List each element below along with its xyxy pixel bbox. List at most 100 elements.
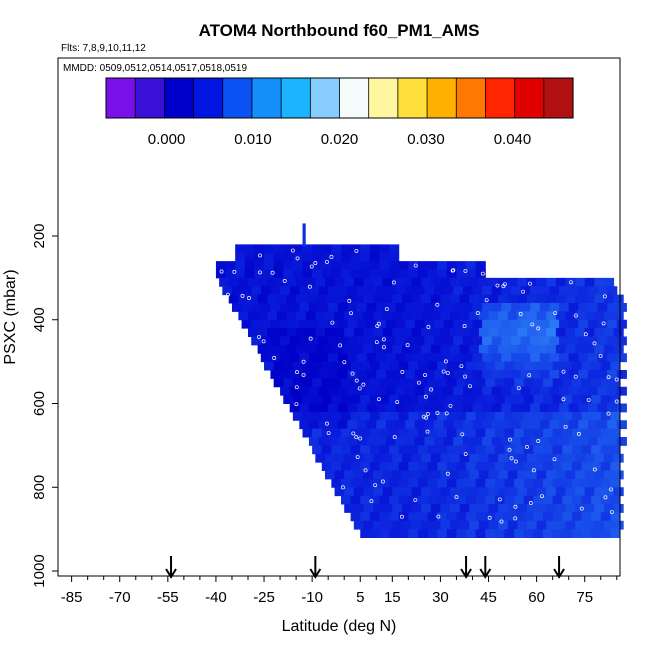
heatmap-cell xyxy=(501,403,512,413)
heatmap-cell xyxy=(414,353,425,363)
heatmap-cell xyxy=(267,344,278,354)
heatmap-cell xyxy=(552,495,563,505)
heatmap-cell xyxy=(360,361,371,371)
heatmap-cell xyxy=(347,303,358,312)
heatmap-cell xyxy=(559,403,570,413)
heatmap-cell xyxy=(411,311,422,321)
heatmap-cell xyxy=(594,294,605,304)
heatmap-cell xyxy=(238,294,249,304)
sample-point xyxy=(561,397,566,402)
heatmap-cell xyxy=(555,328,566,337)
heatmap-cell xyxy=(546,453,557,463)
colorbar-cell xyxy=(106,78,136,118)
heatmap-cell xyxy=(539,286,550,296)
heatmap-cell xyxy=(286,311,297,321)
heatmap-cell xyxy=(280,319,291,329)
heatmap-cell xyxy=(543,462,554,471)
heatmap-cell xyxy=(600,411,611,421)
heatmap-cell xyxy=(318,286,329,296)
heatmap-cell xyxy=(523,512,534,522)
x-tick-label: -25 xyxy=(253,589,275,606)
sample-point xyxy=(290,248,295,253)
heatmap-cell xyxy=(366,336,377,346)
sample-point xyxy=(463,452,468,457)
heatmap-cell xyxy=(597,319,608,329)
heatmap-cell xyxy=(591,495,602,505)
heatmap-cell xyxy=(337,286,348,296)
heatmap-cell xyxy=(382,294,393,304)
heatmap-cell xyxy=(440,344,451,354)
heatmap-cell xyxy=(318,403,329,413)
heatmap-cell xyxy=(520,370,531,379)
heatmap-cell xyxy=(382,277,393,287)
heatmap-cell xyxy=(478,311,490,321)
heatmap-cell xyxy=(552,512,563,522)
heatmap-cell xyxy=(369,428,380,438)
heatmap-cell xyxy=(482,336,493,346)
heatmap-cell xyxy=(308,403,320,413)
heatmap-cell xyxy=(607,403,618,413)
heatmap-cell xyxy=(350,361,361,371)
heatmap-cell xyxy=(443,303,454,312)
heatmap-cell xyxy=(302,428,313,438)
sample-point xyxy=(425,429,430,434)
heatmap-cell xyxy=(543,361,554,371)
heatmap-cell xyxy=(341,244,352,254)
heatmap-cell xyxy=(366,303,377,312)
heatmap-cell xyxy=(494,411,506,421)
heatmap-cell xyxy=(501,303,512,312)
heatmap-cell xyxy=(562,512,573,522)
heatmap-cell xyxy=(411,487,422,497)
heatmap-cell xyxy=(613,328,624,337)
heatmap-cell xyxy=(549,336,560,346)
heatmap-cell xyxy=(530,319,541,329)
heatmap-cell xyxy=(398,495,409,505)
heatmap-cell xyxy=(488,328,499,337)
heatmap-cell xyxy=(302,223,306,247)
heatmap-cell xyxy=(494,428,506,438)
heatmap-cell xyxy=(565,487,576,497)
heatmap-cell xyxy=(453,353,464,363)
heatmap-cell xyxy=(546,487,557,497)
heatmap-cell xyxy=(344,504,355,513)
heatmap-cell xyxy=(533,495,544,505)
heatmap-cell xyxy=(392,520,403,530)
heatmap-cell xyxy=(517,520,528,530)
heatmap-cell xyxy=(363,311,374,321)
heatmap-cell xyxy=(324,344,336,354)
heatmap-cell xyxy=(587,319,599,329)
heatmap-cell xyxy=(600,395,611,404)
heatmap-cell xyxy=(318,386,329,396)
heatmap-cell xyxy=(587,437,599,446)
heatmap-cell xyxy=(308,303,320,312)
heatmap-cell xyxy=(430,294,441,304)
heatmap-cell xyxy=(347,386,358,396)
sample-point xyxy=(598,353,603,358)
heatmap-cell xyxy=(353,328,364,337)
heatmap-cell xyxy=(324,470,336,480)
heatmap-cell xyxy=(607,353,618,363)
colorbar-cell xyxy=(135,78,165,118)
heatmap-cell xyxy=(469,328,480,337)
heatmap-cell xyxy=(613,344,624,354)
heatmap-cell xyxy=(533,361,544,371)
heatmap-cell xyxy=(587,370,599,379)
heatmap-cell xyxy=(299,286,310,296)
sample-point xyxy=(497,497,502,502)
heatmap-cell xyxy=(235,269,246,279)
heatmap-cell xyxy=(543,428,554,438)
heatmap-cell xyxy=(517,328,528,337)
heatmap-cell xyxy=(478,453,490,463)
heatmap-cell xyxy=(417,269,429,279)
heatmap-cell xyxy=(514,361,525,371)
sample-point xyxy=(436,514,441,519)
heatmap-cell xyxy=(462,319,473,329)
heatmap-cell xyxy=(459,344,470,354)
heatmap-cell xyxy=(485,462,496,471)
heatmap-cell xyxy=(321,361,332,371)
sample-point xyxy=(301,359,306,364)
heatmap-cell xyxy=(369,378,380,388)
heatmap-cell xyxy=(379,395,390,404)
heatmap-cell xyxy=(289,303,300,312)
heatmap-cell xyxy=(360,428,371,438)
